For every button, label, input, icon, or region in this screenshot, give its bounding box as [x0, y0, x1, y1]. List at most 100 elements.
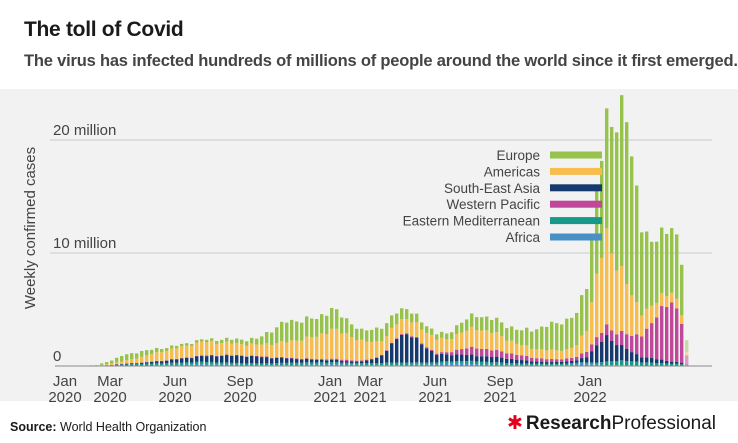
bar-segment-africa — [355, 364, 359, 366]
bar-segment-europe — [415, 313, 419, 323]
bar-segment-western-pacific — [255, 355, 259, 357]
bar-segment-eastern-mediterranean — [200, 361, 204, 365]
bar-segment-americas — [485, 330, 489, 349]
week-bar — [470, 313, 474, 366]
week-bar — [345, 318, 349, 366]
bar-segment-eastern-mediterranean — [585, 362, 589, 364]
bar-segment-south-east-asia — [245, 356, 249, 364]
bar-segment-africa — [235, 364, 239, 366]
bar-segment-americas — [385, 336, 389, 351]
bar-segment-western-pacific — [385, 350, 389, 351]
bar-segment-americas — [160, 352, 164, 361]
bar-segment-africa — [465, 363, 469, 366]
bar-segment-europe — [470, 313, 474, 327]
bar-segment-eastern-mediterranean — [185, 362, 189, 365]
week-bar — [155, 347, 159, 366]
bar-segment-eastern-mediterranean — [225, 362, 229, 365]
bar-segment-europe — [440, 331, 444, 338]
bar-segment-south-east-asia — [450, 355, 454, 362]
stacked-bars — [85, 95, 689, 366]
bar-segment-americas — [250, 343, 254, 356]
bar-segment-south-east-asia — [670, 361, 674, 364]
bar-segment-americas — [600, 257, 604, 333]
bar-segment-europe — [150, 349, 154, 355]
bar-segment-western-pacific — [460, 349, 464, 355]
week-bar — [385, 323, 389, 366]
bar-segment-western-pacific — [290, 357, 294, 359]
bar-segment-americas — [105, 364, 109, 366]
bar-segment-western-pacific — [230, 355, 234, 356]
bar-segment-africa — [300, 364, 304, 366]
bar-segment-western-pacific — [310, 358, 314, 360]
legend-swatch — [550, 167, 602, 175]
bar-segment-eastern-mediterranean — [405, 362, 409, 366]
bar-segment-south-east-asia — [630, 352, 634, 362]
y-axis-tick-labels: 0 10 million 20 million — [53, 122, 116, 365]
week-bar — [515, 329, 519, 366]
bar-segment-europe — [135, 353, 139, 359]
bar-segment-western-pacific — [390, 342, 394, 344]
bar-segment-eastern-mediterranean — [550, 363, 554, 366]
bar-segment-europe — [285, 322, 289, 343]
bar-segment-americas — [595, 273, 599, 338]
bar-segment-americas — [310, 337, 314, 359]
bar-segment-americas — [550, 349, 554, 360]
week-bar — [685, 340, 689, 366]
bar-segment-eastern-mediterranean — [285, 362, 289, 366]
bar-segment-eastern-mediterranean — [530, 363, 534, 366]
bar-segment-europe — [255, 338, 259, 345]
bar-segment-europe — [180, 343, 184, 347]
bar-segment-western-pacific — [375, 357, 379, 358]
bar-segment-western-pacific — [525, 355, 529, 361]
bar-segment-eastern-mediterranean — [480, 361, 484, 365]
bar-segment-americas — [545, 350, 549, 360]
bar-segment-americas — [455, 334, 459, 350]
bar-segment-eastern-mediterranean — [590, 362, 594, 365]
bar-segment-eastern-mediterranean — [170, 362, 174, 366]
week-bar — [285, 322, 289, 366]
bar-segment-eastern-mediterranean — [340, 362, 344, 365]
bar-segment-africa — [495, 364, 499, 366]
bar-segment-americas — [580, 335, 584, 354]
bar-segment-western-pacific — [320, 358, 324, 360]
bar-segment-eastern-mediterranean — [475, 361, 479, 365]
bar-segment-americas — [530, 348, 534, 358]
y-tick-label: 10 million — [53, 235, 116, 252]
bar-segment-africa — [420, 364, 424, 366]
bar-segment-western-pacific — [530, 357, 534, 362]
week-bar — [425, 326, 429, 366]
bar-segment-eastern-mediterranean — [470, 360, 474, 364]
bar-segment-western-pacific — [675, 308, 679, 362]
week-bar — [290, 319, 294, 366]
bar-segment-western-pacific — [345, 359, 349, 362]
bar-segment-europe — [240, 339, 244, 345]
bar-segment-africa — [575, 364, 579, 366]
bar-segment-africa — [485, 364, 489, 366]
bar-segment-western-pacific — [485, 348, 489, 357]
bar-segment-europe — [350, 324, 354, 338]
bar-segment-europe — [210, 338, 214, 342]
bar-segment-americas — [665, 296, 669, 307]
week-bar — [555, 323, 559, 366]
bar-segment-europe — [670, 228, 674, 293]
bar-segment-south-east-asia — [230, 355, 234, 363]
bar-segment-europe — [405, 309, 409, 319]
bar-segment-eastern-mediterranean — [655, 363, 659, 366]
bar-segment-europe — [375, 327, 379, 342]
bar-segment-eastern-mediterranean — [355, 363, 359, 365]
bar-segment-south-east-asia — [260, 357, 264, 364]
week-bar — [540, 326, 544, 366]
bar-segment-americas — [255, 344, 259, 356]
week-bar — [560, 324, 564, 366]
week-bar — [260, 336, 264, 366]
bar-segment-europe — [655, 241, 659, 303]
bar-segment-western-pacific — [680, 323, 684, 363]
bar-segment-south-east-asia — [600, 341, 604, 363]
bar-segment-americas — [555, 350, 559, 360]
x-tick-year: 2020 — [158, 389, 191, 406]
bar-segment-south-east-asia — [195, 356, 199, 362]
bar-segment-western-pacific — [445, 352, 449, 355]
x-tick-month: Sep — [227, 373, 254, 390]
